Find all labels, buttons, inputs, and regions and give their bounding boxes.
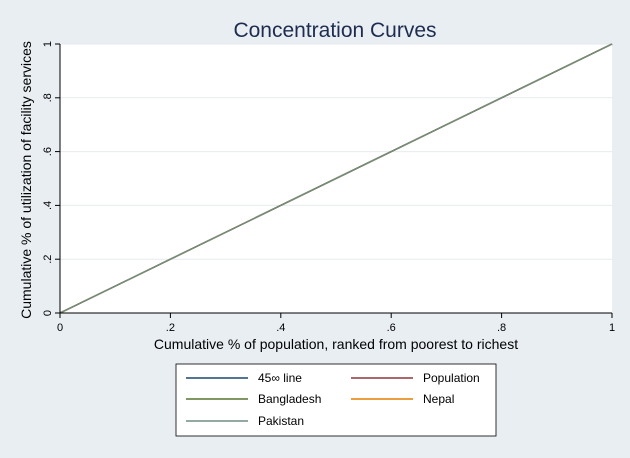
y-axis-ticks: 0 .2 .4 .6 .8 1 [42, 41, 60, 316]
legend-label-4: Pakistan [258, 414, 304, 428]
y-axis-label: Cumulative % of utilization of facility … [18, 41, 34, 319]
chart-title: Concentration Curves [233, 19, 436, 42]
x-tick-label-2: .4 [276, 322, 285, 334]
legend-box [175, 363, 497, 437]
x-tick-label-4: .8 [497, 322, 506, 334]
legend: 45∞ line Population Bangladesh Nepal Pakista… [175, 363, 497, 437]
legend-label-1: Population [423, 371, 480, 385]
x-tick-label-3: .6 [387, 322, 396, 334]
y-tick-label-4: .8 [42, 93, 54, 102]
y-tick-label-3: .6 [42, 147, 54, 156]
x-tick-label-1: .2 [166, 322, 175, 334]
x-axis-label: Cumulative % of population, ranked from … [154, 336, 518, 352]
y-tick-label-1: .2 [42, 255, 54, 264]
x-tick-label-5: 1 [609, 322, 615, 334]
y-tick-label-5: 1 [42, 41, 54, 47]
y-tick-label-0: 0 [42, 310, 54, 316]
y-tick-label-2: .4 [42, 201, 54, 210]
x-tick-label-0: 0 [57, 322, 63, 334]
series-lines [59, 43, 613, 314]
legend-label-3: Nepal [423, 392, 454, 406]
legend-label-2: Bangladesh [258, 392, 321, 406]
grid [60, 43, 612, 260]
series-line-4 [59, 43, 613, 314]
x-axis-ticks: 0 .2 .4 .6 .8 1 [57, 313, 615, 334]
legend-label-0: 45∞ line [258, 371, 302, 385]
